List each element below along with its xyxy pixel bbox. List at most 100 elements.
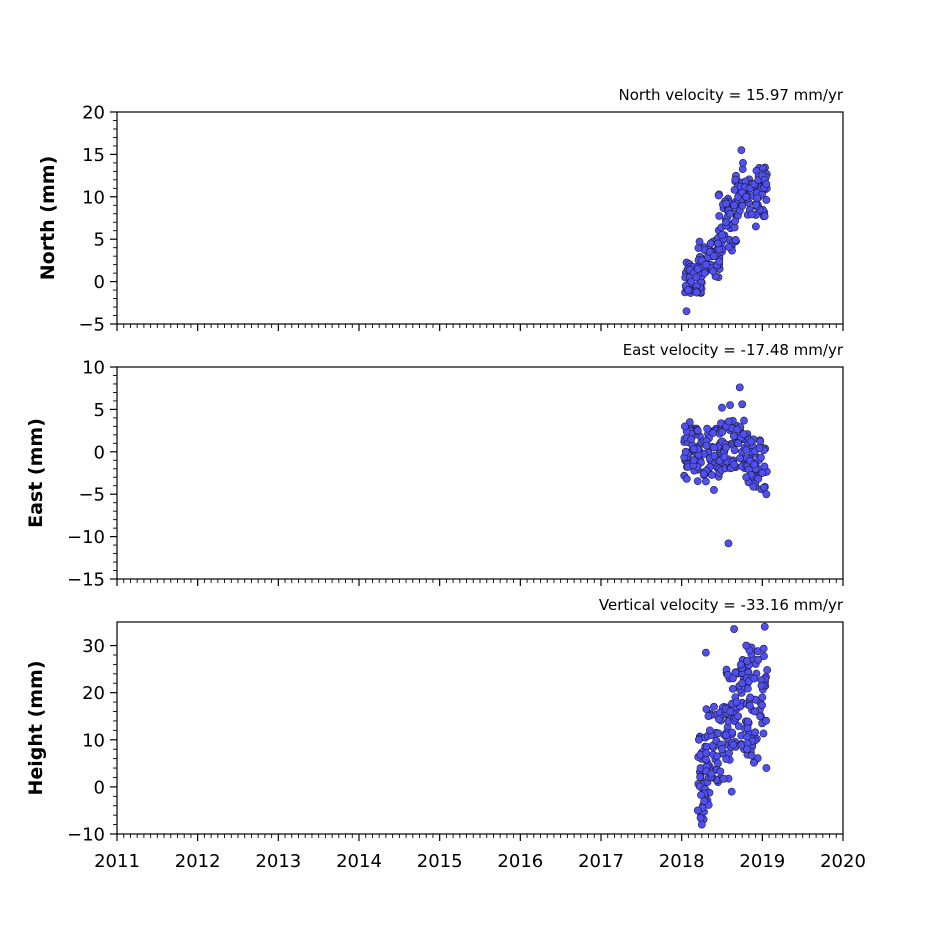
data-point <box>755 444 764 452</box>
data-point <box>746 437 755 446</box>
height-y-ticks: −10 0 10 20 30 <box>67 636 117 846</box>
data-point <box>693 264 702 273</box>
data-point <box>762 764 771 772</box>
data-point <box>731 175 740 184</box>
data-point <box>718 428 727 436</box>
data-point <box>682 307 691 316</box>
data-point <box>710 252 718 261</box>
data-point <box>729 740 738 749</box>
x-tick-label: 2019 <box>739 851 785 872</box>
data-point <box>706 726 714 735</box>
data-point <box>730 625 738 633</box>
data-point <box>762 180 771 188</box>
east-panel-title: East velocity = -17.48 mm/yr <box>623 341 844 359</box>
panel-north: North velocity = 15.97 mm/yr North (mm) … <box>37 86 844 336</box>
data-point <box>722 218 730 227</box>
y-tick-label: 5 <box>94 230 105 251</box>
data-point <box>728 684 737 693</box>
data-point <box>680 422 689 431</box>
data-point <box>697 820 706 829</box>
data-point <box>697 791 705 799</box>
data-point <box>738 201 747 210</box>
data-point <box>760 212 769 221</box>
data-point <box>722 755 731 763</box>
x-tick-label: 2016 <box>497 851 543 872</box>
data-point <box>718 403 726 412</box>
data-point <box>760 462 769 471</box>
data-point <box>715 257 724 266</box>
data-point <box>727 787 736 796</box>
height-points <box>693 622 772 829</box>
data-point <box>692 288 701 297</box>
data-point <box>750 674 759 683</box>
data-point <box>756 437 765 446</box>
data-point <box>758 701 767 710</box>
data-point <box>739 430 748 439</box>
data-point <box>752 200 760 209</box>
data-point <box>729 432 738 440</box>
data-point <box>695 237 704 246</box>
data-point <box>749 758 758 767</box>
data-point <box>735 383 744 392</box>
data-point <box>749 482 758 491</box>
y-tick-label: −5 <box>78 315 105 336</box>
y-tick-label: 10 <box>82 730 105 751</box>
height-panel-title: Vertical velocity = -33.16 mm/yr <box>599 596 844 614</box>
data-point <box>756 712 765 721</box>
data-point <box>754 655 763 664</box>
data-point <box>699 470 708 478</box>
data-point <box>706 239 715 248</box>
data-point <box>718 231 726 239</box>
y-tick-label: 20 <box>82 103 105 124</box>
data-point <box>682 475 691 483</box>
data-point <box>701 477 710 486</box>
data-point <box>734 439 743 448</box>
data-point <box>713 752 721 761</box>
data-point <box>743 717 752 726</box>
data-point <box>742 641 751 650</box>
data-point <box>693 477 702 485</box>
data-point <box>760 652 768 661</box>
data-point <box>702 705 711 714</box>
data-point <box>742 446 751 454</box>
data-point <box>724 417 733 426</box>
height-x-ticks: 2011 2012 2013 2014 2015 2016 2017 2018 2019 2020 <box>94 834 866 872</box>
data-point <box>710 486 718 494</box>
data-point <box>753 194 762 202</box>
data-point <box>702 749 711 758</box>
y-tick-label: 0 <box>94 777 105 798</box>
data-point <box>743 684 752 693</box>
data-point <box>726 209 734 218</box>
data-point <box>700 797 709 805</box>
data-point <box>724 243 733 251</box>
data-point <box>747 210 756 219</box>
data-point <box>707 471 716 479</box>
x-tick-label: 2018 <box>659 851 705 872</box>
y-tick-label: −10 <box>67 825 105 846</box>
data-point <box>718 745 726 754</box>
data-point <box>734 712 743 721</box>
data-point <box>730 201 738 210</box>
y-tick-label: 30 <box>82 636 105 657</box>
data-point <box>724 539 733 548</box>
data-point <box>759 729 768 738</box>
data-point <box>714 715 723 724</box>
data-point <box>743 733 752 741</box>
data-point <box>733 425 742 434</box>
data-point <box>693 426 702 435</box>
data-point <box>760 622 769 631</box>
data-point <box>709 429 718 437</box>
data-point <box>738 400 747 409</box>
data-point <box>762 490 771 499</box>
north-y-ticks: −5 0 5 10 15 20 <box>78 103 117 336</box>
data-point <box>715 212 724 220</box>
data-point <box>722 443 730 452</box>
data-point <box>762 716 770 725</box>
data-point <box>743 724 752 732</box>
data-point <box>758 469 767 477</box>
y-tick-label: −5 <box>78 485 105 506</box>
data-point <box>757 681 766 690</box>
north-axis-label: North (mm) <box>37 156 59 281</box>
